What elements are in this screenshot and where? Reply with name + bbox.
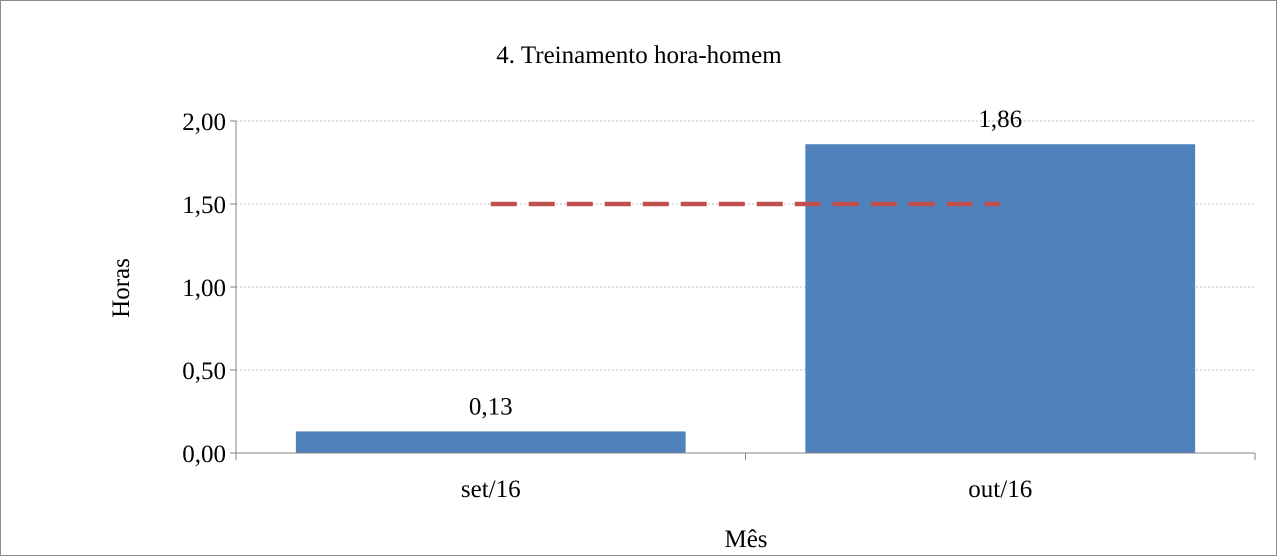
x-axis-title: Mês — [724, 526, 767, 553]
y-axis-ticks: 0,00 0,50 1,00 1,50 2,00 — [182, 109, 236, 468]
y-tick-label: 0,00 — [182, 441, 226, 468]
bar-set-16 — [295, 431, 686, 453]
y-tick-label: 2,00 — [182, 109, 226, 136]
x-tick-label: out/16 — [968, 476, 1032, 503]
bars — [295, 144, 1196, 454]
data-label: 0,13 — [469, 393, 513, 420]
x-axis-ticks: set/16 out/16 — [235, 453, 1256, 503]
bar-out-16 — [805, 144, 1196, 454]
chart-title: 4. Treinamento hora-homem — [496, 42, 782, 69]
data-label: 1,86 — [978, 106, 1022, 133]
y-tick-label: 1,00 — [182, 275, 226, 302]
y-tick-label: 1,50 — [182, 192, 226, 219]
y-tick-label: 0,50 — [182, 358, 226, 385]
y-axis-title: Horas — [108, 258, 135, 318]
data-labels: 0,13 1,86 — [469, 106, 1022, 420]
x-tick-label: set/16 — [461, 476, 521, 503]
